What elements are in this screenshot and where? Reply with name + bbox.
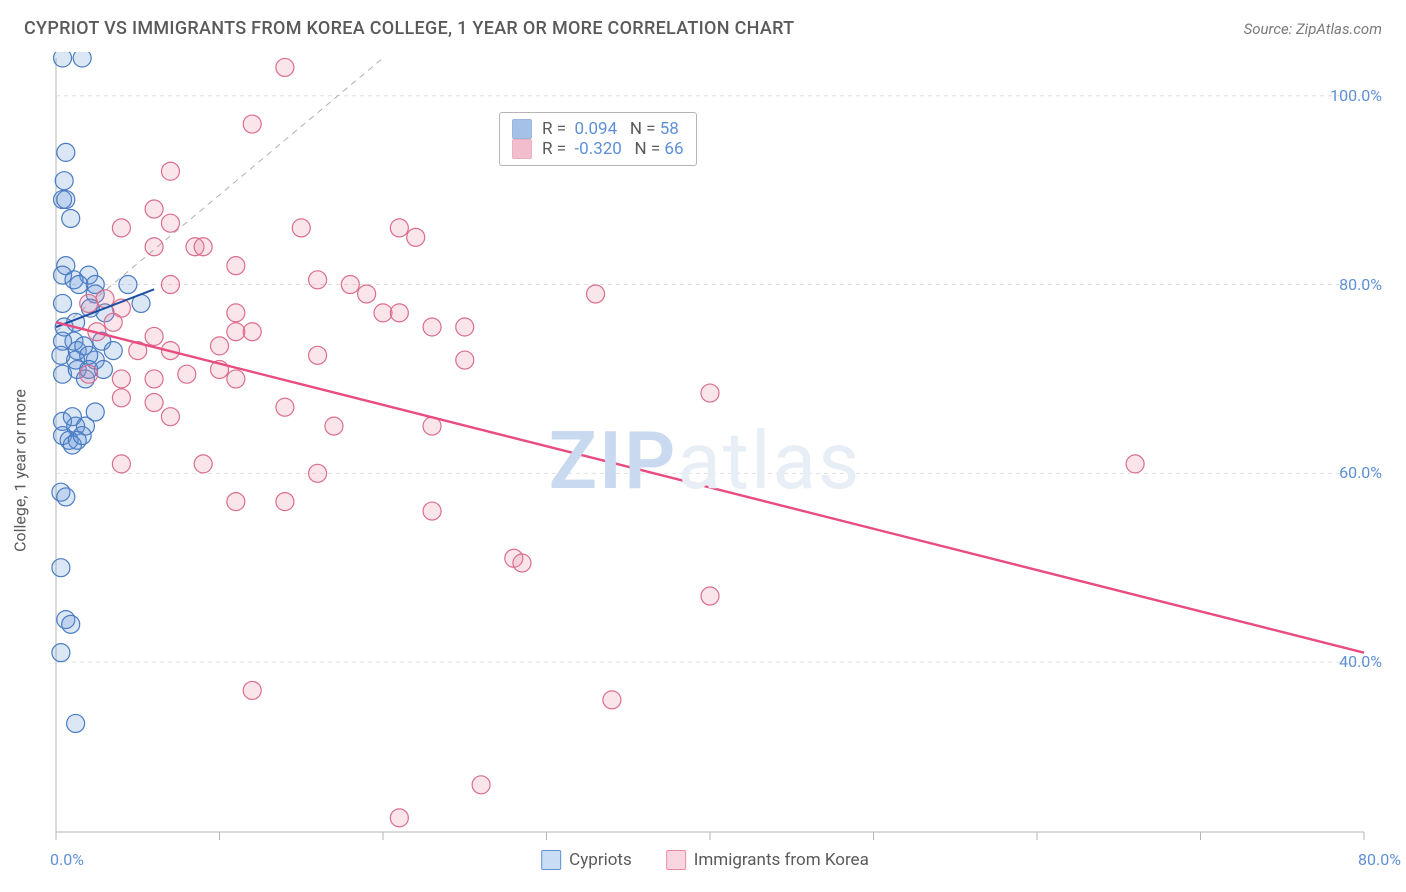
x-tick-label: 80.0%	[1358, 850, 1401, 869]
y-tick-label: 80.0%	[1339, 275, 1382, 294]
x-tick-label: 0.0%	[50, 850, 84, 869]
legend-stats-text: R = 0.094 N = 58	[542, 119, 679, 139]
source-text: Source: ZipAtlas.com	[1244, 20, 1382, 38]
y-tick-label: 100.0%	[1330, 86, 1382, 105]
chart-title: CYPRIOT VS IMMIGRANTS FROM KOREA COLLEGE…	[24, 18, 794, 39]
legend-stats-row: R = 0.094 N = 58	[512, 119, 684, 139]
legend-series: Cypriots Immigrants from Korea	[541, 850, 869, 870]
legend-stats-row: R = -0.320 N = 66	[512, 139, 684, 159]
legend-item: Cypriots	[541, 850, 632, 870]
y-tick-label: 40.0%	[1339, 652, 1382, 671]
y-tick-label: 60.0%	[1339, 463, 1382, 482]
legend-label: Immigrants from Korea	[694, 850, 869, 870]
legend-swatch	[512, 119, 532, 139]
legend-item: Immigrants from Korea	[666, 850, 869, 870]
legend-stats-text: R = -0.320 N = 66	[542, 139, 684, 159]
legend-swatch	[512, 139, 532, 159]
legend-label: Cypriots	[569, 850, 632, 870]
legend-swatch	[541, 850, 561, 870]
legend-swatch	[666, 850, 686, 870]
legend-stats-box: R = 0.094 N = 58R = -0.320 N = 66	[499, 112, 697, 166]
chart-container: ZIPatlas College, 1 year or more 40.0%60…	[24, 52, 1386, 870]
scatter-plot	[24, 52, 1386, 870]
y-axis-label: College, 1 year or more	[11, 389, 30, 552]
